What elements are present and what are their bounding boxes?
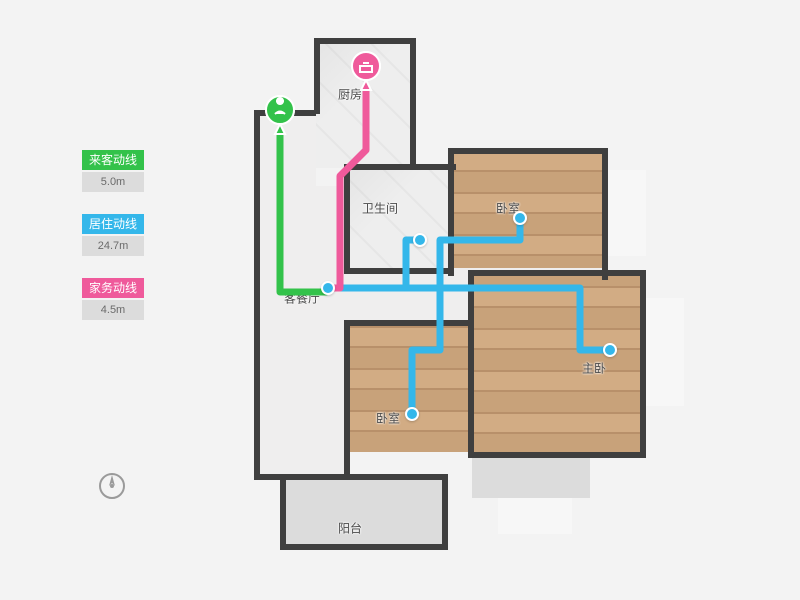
legend-label: 来客动线 <box>82 150 144 170</box>
route-path <box>406 240 420 288</box>
route-node <box>514 212 526 224</box>
legend-label: 家务动线 <box>82 278 144 298</box>
legend-item-living: 居住动线 24.7m <box>82 214 144 256</box>
legend-label: 居住动线 <box>82 214 144 234</box>
routes-overlay <box>220 30 708 568</box>
legend-value: 24.7m <box>82 236 144 256</box>
route-node <box>414 234 426 246</box>
route-path <box>280 134 326 292</box>
floor-plan: 厨房卫生间卧室客餐厅主卧卧室阳台 <box>220 30 708 568</box>
route-path <box>328 90 366 288</box>
route-path <box>412 288 440 414</box>
route-node <box>604 344 616 356</box>
person-pin-icon <box>266 96 294 134</box>
legend-item-chores: 家务动线 4.5m <box>82 278 144 320</box>
legend-value: 5.0m <box>82 172 144 192</box>
route-node <box>322 282 334 294</box>
pot-pin-icon <box>352 52 380 90</box>
route-path <box>328 218 520 288</box>
compass-icon <box>98 472 126 500</box>
legend: 来客动线 5.0m 居住动线 24.7m 家务动线 4.5m <box>82 150 144 342</box>
legend-value: 4.5m <box>82 300 144 320</box>
route-node <box>406 408 418 420</box>
legend-item-guest: 来客动线 5.0m <box>82 150 144 192</box>
route-path <box>440 288 610 350</box>
